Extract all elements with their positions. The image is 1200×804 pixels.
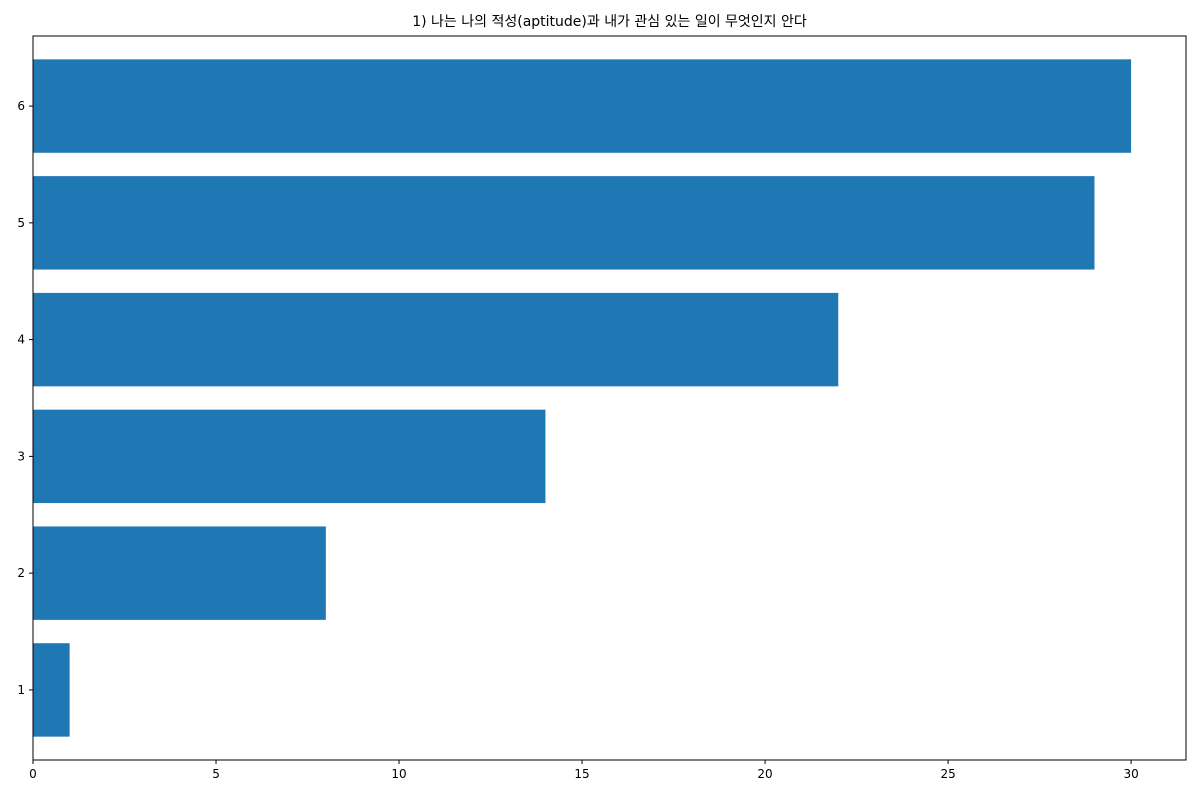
y-tick-label: 5 [17,216,25,230]
x-tick-label: 15 [574,767,589,781]
y-tick-label: 1 [17,683,25,697]
y-tick-label: 3 [17,449,25,463]
x-tick-label: 10 [391,767,406,781]
x-tick-label: 30 [1123,767,1138,781]
y-tick-label: 4 [17,333,25,347]
bar-6 [33,59,1132,153]
x-tick-label: 5 [212,767,220,781]
y-tick-label: 2 [17,566,25,580]
y-tick-label: 6 [17,99,25,113]
x-tick-label: 25 [940,767,955,781]
plot-frame [32,35,1187,761]
x-tick-label: 20 [757,767,772,781]
bar-5 [33,176,1095,270]
bar-1 [33,643,70,737]
bar-4 [33,292,839,387]
bars-layer [33,59,1132,737]
bar-2 [33,526,326,620]
chart-title: 1) 나는 나의 적성(aptitude)과 내가 관심 있는 일이 무엇인지 … [412,14,807,30]
x-ticks: 0 5 10 15 20 25 30 [29,760,1139,781]
y-ticks: 1 2 3 4 5 6 [17,99,33,697]
x-tick-label: 0 [29,767,37,781]
bar-3 [33,409,546,504]
